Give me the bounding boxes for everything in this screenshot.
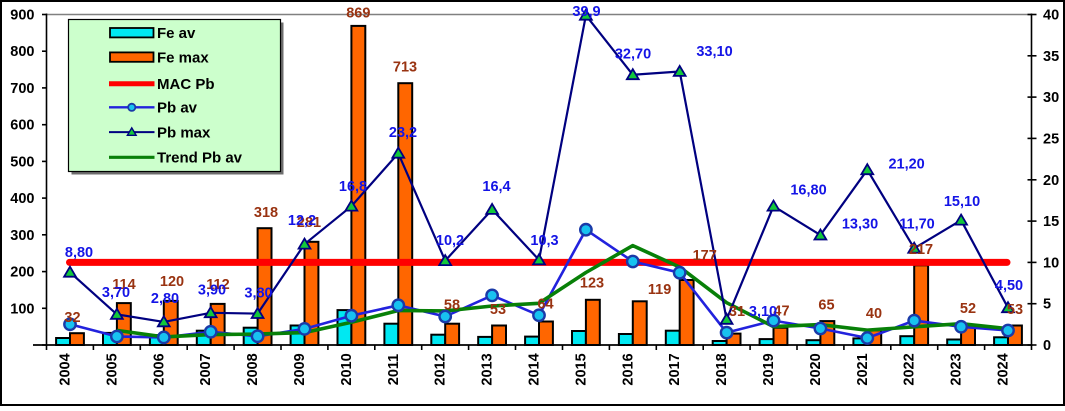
svg-text:120: 120 <box>160 274 184 290</box>
svg-text:58: 58 <box>444 298 460 314</box>
svg-text:52: 52 <box>960 301 976 317</box>
svg-text:40: 40 <box>866 306 882 322</box>
svg-text:119: 119 <box>648 282 671 298</box>
svg-text:2014: 2014 <box>527 353 543 385</box>
svg-text:21,20: 21,20 <box>888 157 924 173</box>
svg-text:112: 112 <box>206 277 229 293</box>
svg-text:177: 177 <box>693 248 717 264</box>
svg-text:100: 100 <box>10 301 34 317</box>
svg-text:16,8: 16,8 <box>339 179 367 195</box>
svg-text:15: 15 <box>1043 214 1059 230</box>
svg-text:600: 600 <box>10 118 34 134</box>
svg-text:Fe av: Fe av <box>157 25 196 42</box>
svg-text:2004: 2004 <box>58 353 74 385</box>
svg-text:114: 114 <box>112 277 135 293</box>
svg-text:Pb max: Pb max <box>157 125 211 142</box>
svg-text:281: 281 <box>297 215 321 231</box>
svg-text:10,3: 10,3 <box>530 233 558 249</box>
svg-text:2023: 2023 <box>949 353 965 385</box>
svg-text:12,2: 12,2 <box>288 213 316 229</box>
svg-text:800: 800 <box>10 44 34 60</box>
svg-text:3,10: 3,10 <box>749 304 777 320</box>
svg-text:32,70: 32,70 <box>615 47 651 63</box>
svg-text:2005: 2005 <box>104 353 120 385</box>
svg-text:23,2: 23,2 <box>389 125 417 141</box>
svg-text:2006: 2006 <box>151 353 167 385</box>
svg-text:900: 900 <box>10 8 34 24</box>
svg-text:217: 217 <box>909 242 933 258</box>
svg-text:3,80: 3,80 <box>244 286 272 302</box>
svg-text:2018: 2018 <box>714 353 730 385</box>
svg-text:2017: 2017 <box>667 353 683 385</box>
svg-text:Trend Pb av: Trend Pb av <box>157 150 243 167</box>
svg-text:2007: 2007 <box>198 353 214 385</box>
svg-text:35: 35 <box>1043 49 1059 65</box>
svg-text:31: 31 <box>729 304 745 320</box>
svg-text:2008: 2008 <box>245 353 261 385</box>
svg-text:2012: 2012 <box>433 353 449 385</box>
svg-text:2022: 2022 <box>902 353 918 385</box>
svg-text:700: 700 <box>10 81 34 97</box>
svg-text:3,90: 3,90 <box>198 283 226 299</box>
svg-text:10,2: 10,2 <box>436 233 464 249</box>
svg-text:16,4: 16,4 <box>482 179 510 195</box>
svg-text:0: 0 <box>1043 338 1051 354</box>
svg-text:400: 400 <box>10 191 34 207</box>
svg-text:39,9: 39,9 <box>572 4 600 20</box>
svg-text:MAC Pb: MAC Pb <box>157 76 215 93</box>
svg-text:318: 318 <box>254 205 278 221</box>
svg-text:2015: 2015 <box>573 353 589 385</box>
svg-text:2010: 2010 <box>339 353 355 385</box>
svg-text:32: 32 <box>64 310 80 326</box>
svg-text:13,30: 13,30 <box>842 216 878 232</box>
svg-text:16,80: 16,80 <box>790 183 826 199</box>
svg-text:Pb av: Pb av <box>157 100 198 117</box>
svg-text:33,10: 33,10 <box>696 44 732 60</box>
svg-text:300: 300 <box>10 228 34 244</box>
svg-text:2021: 2021 <box>855 353 871 385</box>
svg-text:2009: 2009 <box>292 353 308 385</box>
svg-text:5: 5 <box>1043 297 1051 313</box>
svg-text:3,70: 3,70 <box>102 285 130 301</box>
svg-text:20: 20 <box>1043 173 1059 189</box>
svg-text:4,50: 4,50 <box>995 278 1023 294</box>
svg-text:25: 25 <box>1043 131 1059 147</box>
svg-text:30: 30 <box>1043 90 1059 106</box>
svg-text:123: 123 <box>580 276 604 292</box>
svg-text:869: 869 <box>346 6 370 22</box>
svg-text:2024: 2024 <box>996 353 1012 385</box>
svg-text:53: 53 <box>1007 302 1023 318</box>
svg-text:200: 200 <box>10 265 34 281</box>
svg-text:64: 64 <box>537 297 553 313</box>
svg-text:2,80: 2,80 <box>151 291 179 307</box>
svg-text:Fe max: Fe max <box>157 50 209 67</box>
svg-text:10: 10 <box>1043 255 1059 271</box>
svg-text:65: 65 <box>818 298 834 314</box>
svg-text:8,80: 8,80 <box>65 245 93 261</box>
svg-text:40: 40 <box>1043 8 1059 24</box>
svg-text:2020: 2020 <box>808 353 824 385</box>
svg-text:500: 500 <box>10 154 34 170</box>
svg-text:53: 53 <box>490 302 506 318</box>
svg-text:11,70: 11,70 <box>899 216 935 232</box>
svg-text:47: 47 <box>773 304 789 320</box>
svg-text:2016: 2016 <box>620 353 636 385</box>
svg-text:2019: 2019 <box>761 353 777 385</box>
svg-text:15,10: 15,10 <box>944 194 980 210</box>
svg-text:2011: 2011 <box>386 354 402 385</box>
svg-text:2013: 2013 <box>480 353 496 385</box>
svg-text:713: 713 <box>393 59 417 75</box>
